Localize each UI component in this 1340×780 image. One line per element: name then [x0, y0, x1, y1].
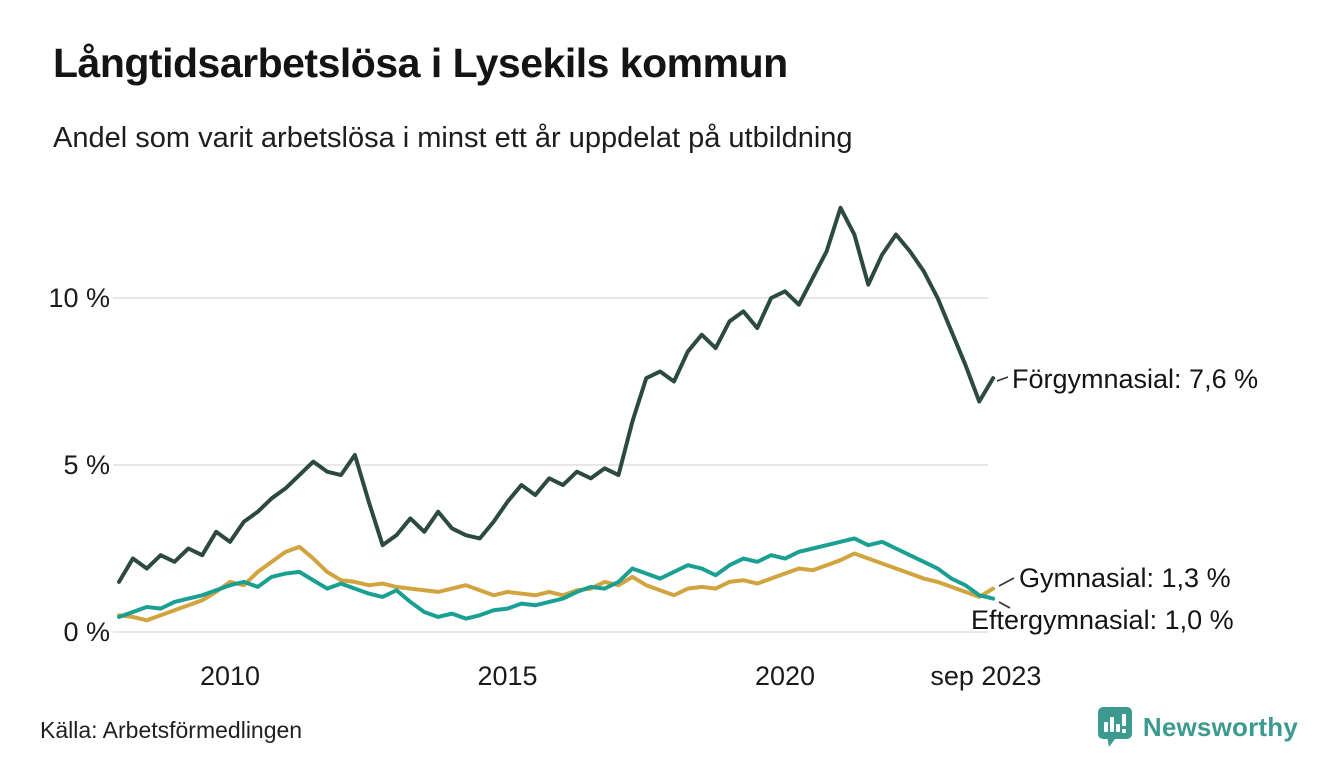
label-connector [998, 577, 1015, 587]
x-tick-label: 2010 [199, 661, 261, 691]
newsworthy-wordmark: Newsworthy [1142, 711, 1298, 742]
x-tick-label: 2020 [754, 661, 816, 691]
y-tick-label: 0 % [63, 617, 110, 647]
chart-subtitle: Andel som varit arbetslösa i minst ett å… [53, 122, 853, 154]
label-connector [998, 601, 1011, 609]
y-tick-label: 5 % [63, 450, 110, 480]
end-label-förgymnasial: Förgymnasial: 7,6 % [1012, 364, 1259, 394]
series-line-gymnasial [117, 544, 996, 623]
page-title: Långtidsarbetslösa i Lysekils kommun [53, 40, 788, 86]
x-tick-label: sep 2023 [930, 661, 1042, 691]
series-line-eftergymnasial [117, 536, 996, 621]
source-note: Källa: Arbetsförmedlingen [40, 717, 303, 743]
label-connector [996, 376, 1009, 382]
series-line-förgymnasial [117, 205, 996, 584]
end-label-gymnasial: Gymnasial: 1,3 % [1019, 563, 1231, 593]
newsworthy-logo[interactable]: Newsworthy [1097, 706, 1298, 748]
x-tick-label: 2015 [477, 661, 538, 691]
end-label-eftergymnasial: Eftergymnasial: 1,0 % [971, 605, 1234, 635]
bar-chart-speech-bubble-icon [1097, 707, 1132, 747]
y-tick-label: 10 % [48, 283, 110, 313]
